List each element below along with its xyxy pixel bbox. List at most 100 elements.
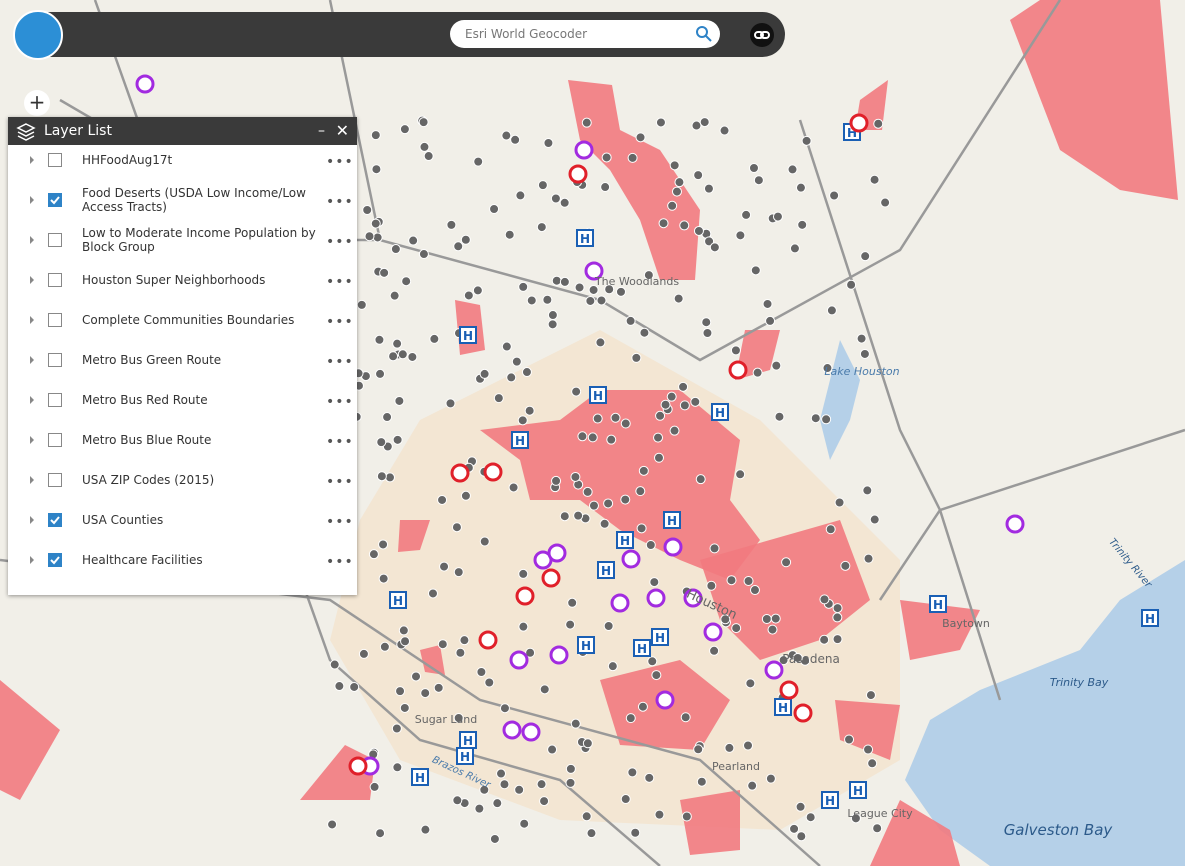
facility-point <box>376 437 387 448</box>
map-label: Pasadena <box>782 652 840 666</box>
layer-menu[interactable]: ••• <box>326 354 354 370</box>
hospital-letter: H <box>463 734 473 748</box>
facility-point <box>389 290 400 301</box>
layer-menu[interactable]: ••• <box>326 154 354 170</box>
layer-checkbox[interactable] <box>48 433 62 447</box>
facility-point <box>392 434 403 445</box>
facility-point <box>460 490 471 501</box>
layer-row[interactable]: Houston Super Neighborhoods ••• <box>8 260 357 300</box>
layer-menu[interactable]: ••• <box>326 194 354 210</box>
facility-point <box>604 284 615 295</box>
facility-point <box>479 368 490 379</box>
layer-checkbox[interactable] <box>48 273 62 287</box>
facility-point <box>666 391 677 402</box>
layer-checkbox[interactable] <box>48 393 62 407</box>
facility-point <box>778 655 789 666</box>
layer-row[interactable]: Healthcare Facilities ••• <box>8 540 357 580</box>
app-logo[interactable] <box>13 10 63 60</box>
expand-arrow[interactable] <box>30 356 34 364</box>
expand-arrow[interactable] <box>30 436 34 444</box>
facility-point <box>863 553 874 564</box>
expand-arrow[interactable] <box>30 396 34 404</box>
layer-menu[interactable]: ••• <box>326 274 354 290</box>
facility-point <box>693 744 704 755</box>
zoom-in[interactable]: + <box>24 90 50 116</box>
layer-menu[interactable]: ••• <box>326 514 354 530</box>
layer-menu[interactable]: ••• <box>326 434 354 450</box>
facility-point <box>369 781 380 792</box>
layer-checkbox[interactable] <box>48 233 62 247</box>
minimize[interactable]: – <box>318 123 325 139</box>
food-desert-tract <box>398 520 430 552</box>
layer-row[interactable]: Low to Moderate Income Population by Blo… <box>8 220 357 260</box>
facility-point <box>559 197 570 208</box>
layer-row[interactable]: Metro Bus Blue Route ••• <box>8 420 357 460</box>
facility-point <box>765 773 776 784</box>
facility-point <box>753 175 764 186</box>
facility-point <box>639 327 650 338</box>
facility-point <box>625 713 636 724</box>
layer-menu[interactable]: ••• <box>326 474 354 490</box>
clinic-icon <box>621 549 641 569</box>
layer-checkbox[interactable] <box>48 153 62 167</box>
expand-arrow[interactable] <box>30 236 34 244</box>
facility-point <box>679 220 690 231</box>
facility-point <box>581 117 592 128</box>
layer-checkbox[interactable] <box>48 353 62 367</box>
layer-row[interactable]: HHFoodAug17t ••• <box>8 140 357 180</box>
facility-point <box>374 334 385 345</box>
layer-row[interactable]: USA Counties ••• <box>8 500 357 540</box>
expand-arrow[interactable] <box>30 196 34 204</box>
facility-point <box>399 124 410 135</box>
layers-icon <box>16 123 36 141</box>
expand-arrow[interactable] <box>30 276 34 284</box>
facility-point <box>411 671 422 682</box>
facility-point <box>821 414 832 425</box>
facility-point <box>691 120 702 131</box>
expand-arrow[interactable] <box>30 556 34 564</box>
facility-point <box>856 333 867 344</box>
expand-arrow[interactable] <box>30 516 34 524</box>
facility-point <box>453 567 464 578</box>
expand-arrow[interactable] <box>30 156 34 164</box>
expand-arrow[interactable] <box>30 316 34 324</box>
hospital-icon <box>849 781 867 799</box>
map-label: Baytown <box>942 617 990 630</box>
layer-menu[interactable]: ••• <box>326 554 354 570</box>
facility-point <box>397 349 408 360</box>
facility-point <box>375 828 386 839</box>
layer-checkbox[interactable] <box>48 513 62 527</box>
facility-point <box>693 225 704 236</box>
layer-menu[interactable]: ••• <box>326 394 354 410</box>
facility-point <box>501 130 512 141</box>
search-icon[interactable] <box>694 24 714 44</box>
layer-row[interactable]: Metro Bus Red Route ••• <box>8 380 357 420</box>
food-desert-tract <box>835 700 900 760</box>
close[interactable]: ✕ <box>335 121 349 140</box>
hospital-letter: H <box>460 750 470 764</box>
map-label: Pearland <box>712 760 760 773</box>
layer-menu[interactable]: ••• <box>326 314 354 330</box>
facility-point <box>474 803 485 814</box>
layer-checkbox[interactable] <box>48 313 62 327</box>
facility-point <box>635 132 646 143</box>
layer-name: Healthcare Facilities <box>82 553 203 567</box>
share-link[interactable] <box>749 22 775 48</box>
layer-checkbox[interactable] <box>48 193 62 207</box>
facility-point <box>518 621 529 632</box>
facility-point <box>610 412 621 423</box>
layer-row[interactable]: Metro Bus Green Route ••• <box>8 340 357 380</box>
search-box[interactable]: Esri World Geocoder <box>450 20 720 48</box>
layer-checkbox[interactable] <box>48 473 62 487</box>
clinic-icon <box>549 645 569 665</box>
layer-name: Complete Communities Boundaries <box>82 313 295 327</box>
layer-checkbox[interactable] <box>48 553 62 567</box>
expand-arrow[interactable] <box>30 476 34 484</box>
layer-row[interactable]: Food Deserts (USDA Low Income/Low Access… <box>8 180 357 220</box>
layer-menu[interactable]: ••• <box>326 234 354 250</box>
facility-point <box>631 352 642 363</box>
layer-row[interactable]: Complete Communities Boundaries ••• <box>8 300 357 340</box>
layer-row[interactable]: USA ZIP Codes (2015) ••• <box>8 460 357 500</box>
hospital-letter: H <box>778 701 788 715</box>
